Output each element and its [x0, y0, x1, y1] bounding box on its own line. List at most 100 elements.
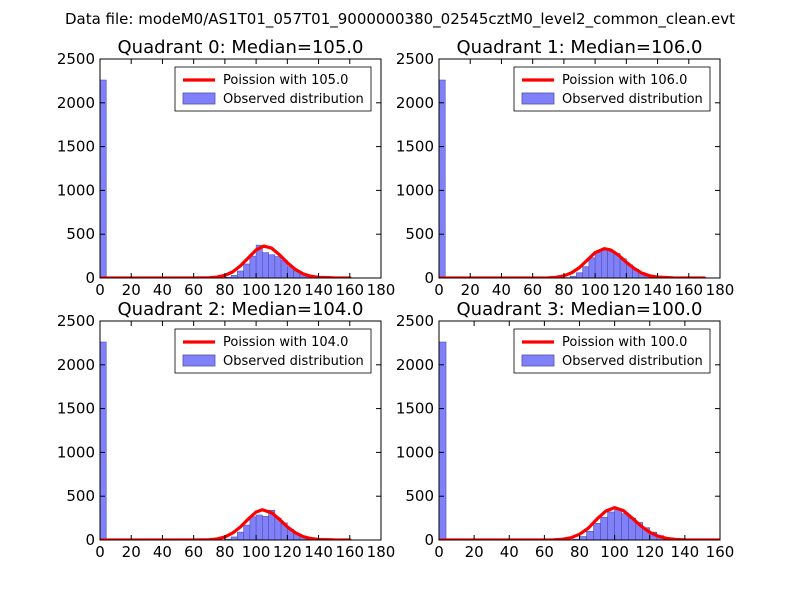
legend: Poission with 104.0 Observed distribution [174, 328, 372, 374]
legend: Poission with 105.0 Observed distribution [174, 66, 372, 112]
legend-entry-observed: Observed distribution [223, 354, 364, 369]
subplot-quadrant-3: Quadrant 3: Median=100.0 0 20 40 60 80 100 120 1… [396, 299, 735, 561]
x-tick-label: 80 [215, 281, 234, 299]
histogram-bar [243, 524, 251, 540]
x-tick-label: 40 [492, 281, 511, 299]
y-tick-label: 1000 [57, 443, 95, 461]
x-tick-label: 100 [600, 543, 629, 561]
x-tick-label: 120 [612, 281, 641, 299]
y-tick-label: 500 [405, 487, 434, 505]
legend-entry-observed: Observed distribution [223, 92, 364, 107]
axes-frame [438, 58, 721, 279]
histogram-bar [621, 513, 629, 540]
legend-box [513, 66, 711, 112]
x-tick-label: 120 [273, 281, 302, 299]
x-tick-label: 40 [500, 543, 519, 561]
y-tick-label: 500 [405, 225, 434, 243]
histogram-bar [237, 270, 244, 278]
y-tick-label: 0 [85, 269, 95, 287]
x-tick-label: 20 [122, 543, 141, 561]
histogram-bar [593, 523, 601, 540]
x-tick-label: 160 [335, 543, 364, 561]
x-tick-label: 140 [643, 281, 672, 299]
histogram-bar [576, 272, 583, 278]
histogram-bar [594, 252, 602, 278]
x-tick-label: 0 [434, 543, 444, 561]
subplot-quadrant-1: Quadrant 1: Median=106.00 20 40 60 80 100 120 1… [396, 37, 735, 299]
x-tick-label: 60 [184, 281, 203, 299]
subplot-title: Quadrant 1: Median=106.0 [457, 37, 703, 58]
histogram-bar [614, 508, 622, 540]
x-tick-label: 140 [671, 543, 700, 561]
histogram-bar [249, 516, 257, 540]
y-tick-label: 2500 [396, 50, 434, 68]
x-tick-label: 160 [706, 543, 735, 561]
axes-frame [99, 58, 382, 279]
x-tick-label: 80 [554, 281, 573, 299]
y-tick-label: 0 [85, 531, 95, 549]
histogram-bar [268, 254, 276, 278]
plot-area [100, 79, 352, 278]
figure-suptitle: Data file: modeM0/AS1T01_057T01_90000003… [65, 10, 735, 29]
x-tick-label: 40 [153, 543, 172, 561]
y-tick-label: 1000 [57, 181, 95, 199]
y-tick-label: 2000 [396, 94, 434, 112]
y-tick-label: 1500 [396, 400, 434, 418]
x-tick-label: 0 [434, 281, 444, 299]
x-tick-label: 20 [122, 281, 141, 299]
x-tick-label: 180 [367, 281, 396, 299]
y-tick-label: 1500 [396, 138, 434, 156]
subplot-title: Quadrant 0: Median=105.0 [118, 37, 364, 58]
histogram-bar [588, 257, 596, 278]
x-tick-label: 100 [242, 543, 271, 561]
x-tick-label: 160 [335, 281, 364, 299]
subplot-quadrant-0: Quadrant 0: Median=105.00 20 40 60 80 100 120 1… [57, 37, 396, 299]
x-tick-label: 100 [242, 281, 271, 299]
x-tick-label: 80 [215, 543, 234, 561]
legend: Poission with 106.0 Observed distribution [513, 66, 711, 112]
y-tick-label: 1500 [57, 138, 95, 156]
x-tick-label: 0 [95, 281, 105, 299]
legend-entry-observed: Observed distribution [562, 354, 703, 369]
legend-entry-observed: Observed distribution [562, 92, 703, 107]
x-tick-label: 140 [304, 543, 333, 561]
subplot-grid: Quadrant 0: Median=105.00 20 40 60 80 100 120 1… [57, 37, 735, 561]
histogram-bar [582, 266, 590, 278]
histogram-bar [439, 79, 446, 278]
histogram-bar [586, 530, 594, 540]
histogram-bar [600, 516, 608, 540]
legend-bar-swatch [521, 92, 555, 105]
legend: Poission with 100.0 Observed distribution [513, 328, 711, 374]
x-tick-label: 60 [184, 543, 203, 561]
histogram-bar [607, 251, 615, 278]
y-tick-label: 2000 [57, 94, 95, 112]
x-tick-label: 80 [570, 543, 589, 561]
legend-entry-poisson: Poission with 104.0 [223, 335, 348, 350]
histogram-bar [100, 79, 107, 278]
subplot-title: Quadrant 2: Median=104.0 [118, 299, 364, 320]
x-tick-label: 60 [523, 281, 542, 299]
x-tick-label: 140 [304, 281, 333, 299]
histogram-bar [100, 341, 107, 540]
x-tick-label: 160 [674, 281, 703, 299]
y-tick-label: 2500 [57, 312, 95, 330]
y-tick-label: 1000 [396, 443, 434, 461]
y-tick-label: 2000 [57, 356, 95, 374]
x-tick-label: 20 [465, 543, 484, 561]
histogram-bar [262, 516, 269, 540]
y-tick-label: 2500 [57, 50, 95, 68]
histogram-bar [601, 249, 608, 278]
legend-entry-poisson: Poission with 100.0 [562, 335, 687, 350]
histogram-bar [249, 255, 257, 278]
x-tick-label: 180 [706, 281, 735, 299]
y-tick-label: 500 [66, 225, 95, 243]
x-tick-label: 60 [535, 543, 554, 561]
y-tick-label: 2500 [396, 312, 434, 330]
histogram-bar [274, 256, 282, 278]
x-tick-label: 20 [461, 281, 480, 299]
x-tick-label: 40 [153, 281, 172, 299]
subplot-title: Quadrant 3: Median=100.0 [457, 299, 703, 320]
legend-entry-poisson: Poission with 106.0 [562, 73, 687, 88]
x-tick-label: 180 [367, 543, 396, 561]
x-tick-label: 120 [635, 543, 664, 561]
